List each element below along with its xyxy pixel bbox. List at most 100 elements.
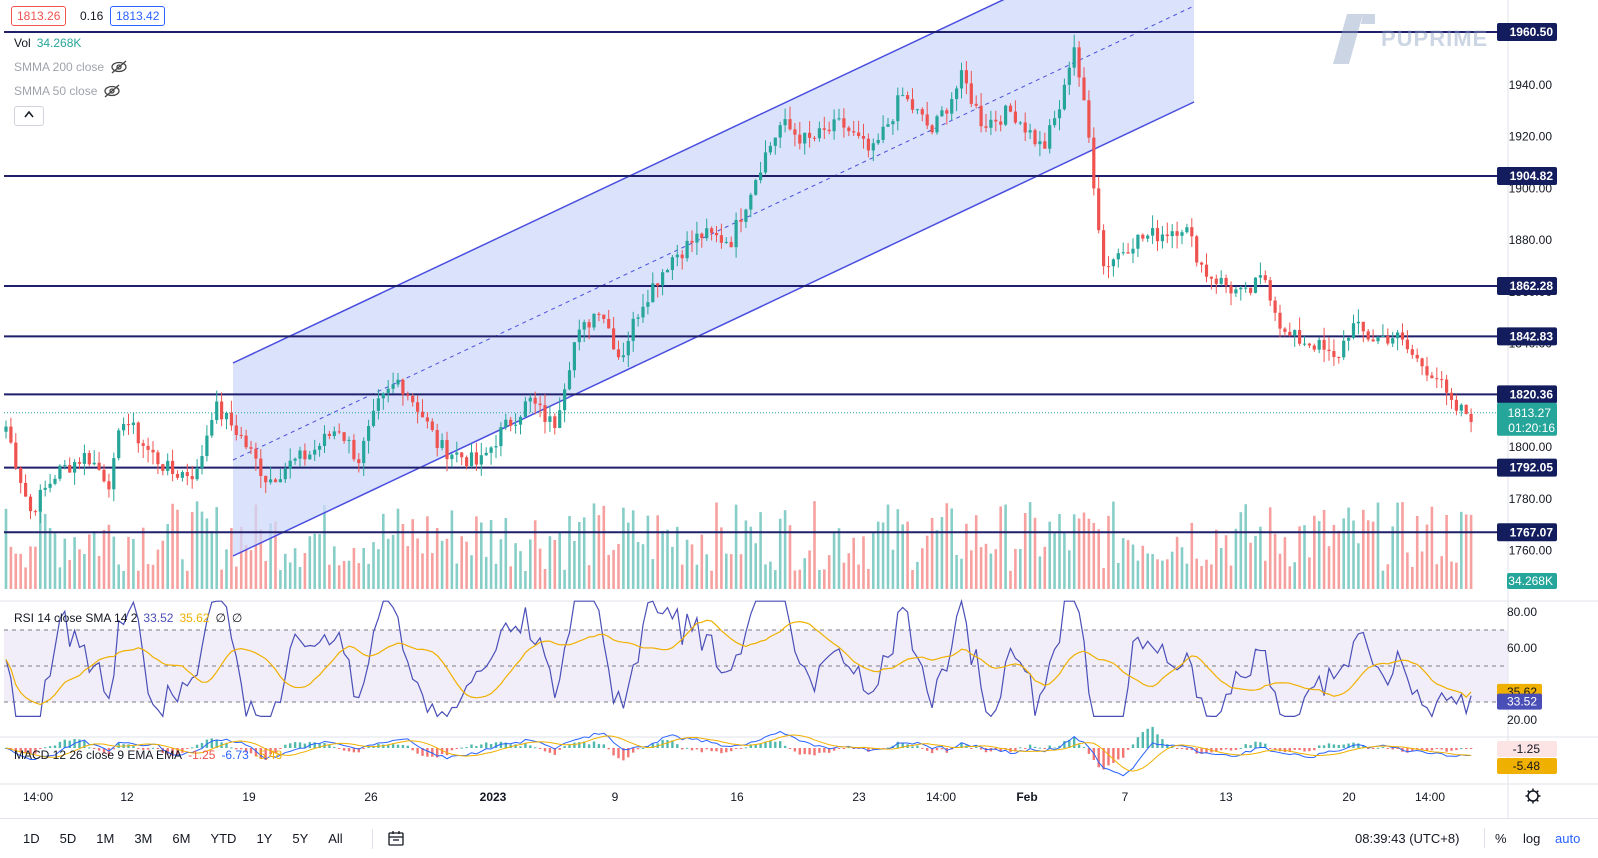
level-label-box[interactable] — [1497, 458, 1557, 477]
volume-bar — [342, 560, 346, 589]
candle-body — [401, 379, 405, 395]
volume-bar — [514, 543, 517, 589]
macd-histogram-bar — [489, 743, 493, 748]
macd-histogram-bar — [44, 747, 47, 749]
macd-histogram-bar — [1190, 748, 1193, 751]
volume-bar — [1464, 514, 1468, 589]
macd-histogram-bar — [117, 743, 120, 748]
rsi-sma-line — [5, 619, 1472, 706]
macd-histogram-bar — [847, 747, 850, 749]
candle-body — [955, 88, 959, 100]
level-label-box[interactable] — [1497, 523, 1557, 542]
volume-bar — [558, 532, 561, 589]
volume-bar — [68, 560, 71, 589]
macd-histogram-bar — [48, 746, 52, 748]
volume-bar — [1420, 551, 1424, 589]
macd-histogram-bar — [142, 748, 145, 750]
macd-histogram-bar — [666, 740, 669, 748]
volume-bar — [83, 554, 86, 589]
smma200-legend[interactable]: SMMA 200 close — [14, 60, 128, 74]
eye-off-icon[interactable] — [103, 84, 121, 98]
volume-bar — [1048, 521, 1051, 589]
gear-icon[interactable] — [1525, 788, 1541, 804]
macd-histogram-bar — [1028, 744, 1032, 748]
timeframe-1y[interactable]: 1Y — [256, 831, 273, 846]
level-label-box[interactable] — [1497, 167, 1557, 185]
macd-histogram-bar — [519, 746, 522, 748]
candle-body — [141, 443, 145, 446]
auto-toggle[interactable]: auto — [1555, 831, 1581, 846]
volume-axis-box[interactable] — [1507, 573, 1557, 589]
volume-bar — [239, 526, 243, 589]
macd-histogram-bar — [583, 741, 586, 748]
volume-bar — [1406, 552, 1409, 589]
log-toggle[interactable]: log — [1523, 831, 1541, 846]
volume-bar — [1219, 548, 1223, 589]
level-label-box[interactable] — [1497, 277, 1557, 296]
volume-bar — [1019, 548, 1022, 589]
time-axis[interactable]: 14:00 12 19 26 2023 9 16 23 14:00 Feb 7 13 20 14:00 — [23, 788, 1541, 805]
candle-body — [587, 322, 591, 328]
macd-legend[interactable]: MACD 12 26 close 9 EMA EMA -1.25 -6.73 -… — [14, 748, 282, 762]
volume-bar — [1004, 504, 1007, 589]
rsi-legend[interactable]: RSI 14 close SMA 14 2 33.52 35.62 ∅ ∅ — [14, 611, 242, 625]
macd-histogram-bar — [700, 748, 703, 753]
macd-histogram-bar — [1014, 748, 1017, 751]
macd-histogram-bar — [1229, 748, 1233, 751]
timeframe-1m[interactable]: 1M — [96, 831, 115, 846]
price-axis[interactable]: 1940.001920.001900.001880.001860.001840.… — [1497, 23, 1557, 589]
percent-toggle[interactable]: % — [1495, 831, 1507, 846]
smma50-legend[interactable]: SMMA 50 close — [14, 84, 121, 98]
volume-bar — [499, 539, 503, 589]
timeframe-5d[interactable]: 5D — [59, 831, 77, 846]
level-label-box[interactable] — [1497, 327, 1557, 346]
calendar-range-icon[interactable] — [387, 830, 407, 848]
macd-histogram-bar — [264, 748, 267, 761]
macd-histogram-bar — [284, 744, 287, 748]
timeframe-6m[interactable]: 6M — [172, 831, 191, 846]
volume-bar — [921, 548, 924, 589]
clock-time[interactable]: 08:39:43 (UTC+8) — [1355, 831, 1460, 846]
candle-body — [1116, 253, 1120, 260]
macd-histogram-bar — [132, 746, 135, 748]
macd-histogram-bar — [240, 748, 243, 750]
ask-price-box[interactable]: 1813.42 — [110, 6, 166, 26]
current-price-box[interactable] — [1497, 402, 1557, 436]
channel-upper-line[interactable] — [232, 0, 1007, 364]
eye-off-icon[interactable] — [110, 60, 128, 74]
toolbar-divider — [371, 828, 373, 849]
volume-bar — [715, 502, 718, 589]
bid-price-box[interactable]: 1813.26 — [11, 6, 67, 26]
candle-body — [783, 119, 787, 126]
candle-body — [264, 475, 268, 483]
regression-channel[interactable] — [232, 0, 1195, 557]
candle-body — [920, 109, 924, 115]
channel-fill — [233, 0, 1194, 556]
candle-body — [215, 401, 219, 421]
timeframe-3m[interactable]: 3M — [134, 831, 153, 846]
volume-bar — [739, 554, 743, 589]
rsi-axis-tick: 80.00 — [1507, 605, 1537, 619]
macd-histogram-bar — [465, 747, 468, 749]
macd-histogram-bar — [1117, 748, 1120, 760]
level-label-box[interactable] — [1497, 385, 1557, 404]
candle-body — [293, 458, 297, 461]
collapse-legend-button[interactable] — [14, 106, 44, 126]
macd-histogram-bar — [857, 748, 860, 749]
candle-body — [283, 468, 287, 480]
timeframe-1d[interactable]: 1D — [23, 831, 40, 846]
level-label-box[interactable] — [1497, 23, 1557, 41]
candle-body — [558, 410, 562, 428]
timeframe-5y[interactable]: 5Y — [292, 831, 309, 846]
macd-histogram-bar — [921, 748, 924, 749]
volume-bar — [372, 542, 375, 589]
channel-lower-line[interactable] — [232, 101, 1195, 557]
volume-legend[interactable]: Vol 34.268K — [14, 36, 81, 50]
horizontal-levels[interactable] — [4, 31, 1508, 534]
macd-histogram-bar — [1327, 743, 1331, 748]
volume-bar — [680, 564, 684, 589]
timeframe-all[interactable]: All — [328, 831, 343, 846]
timeframe-ytd[interactable]: YTD — [210, 831, 237, 846]
macd-histogram-bar — [1450, 748, 1453, 751]
